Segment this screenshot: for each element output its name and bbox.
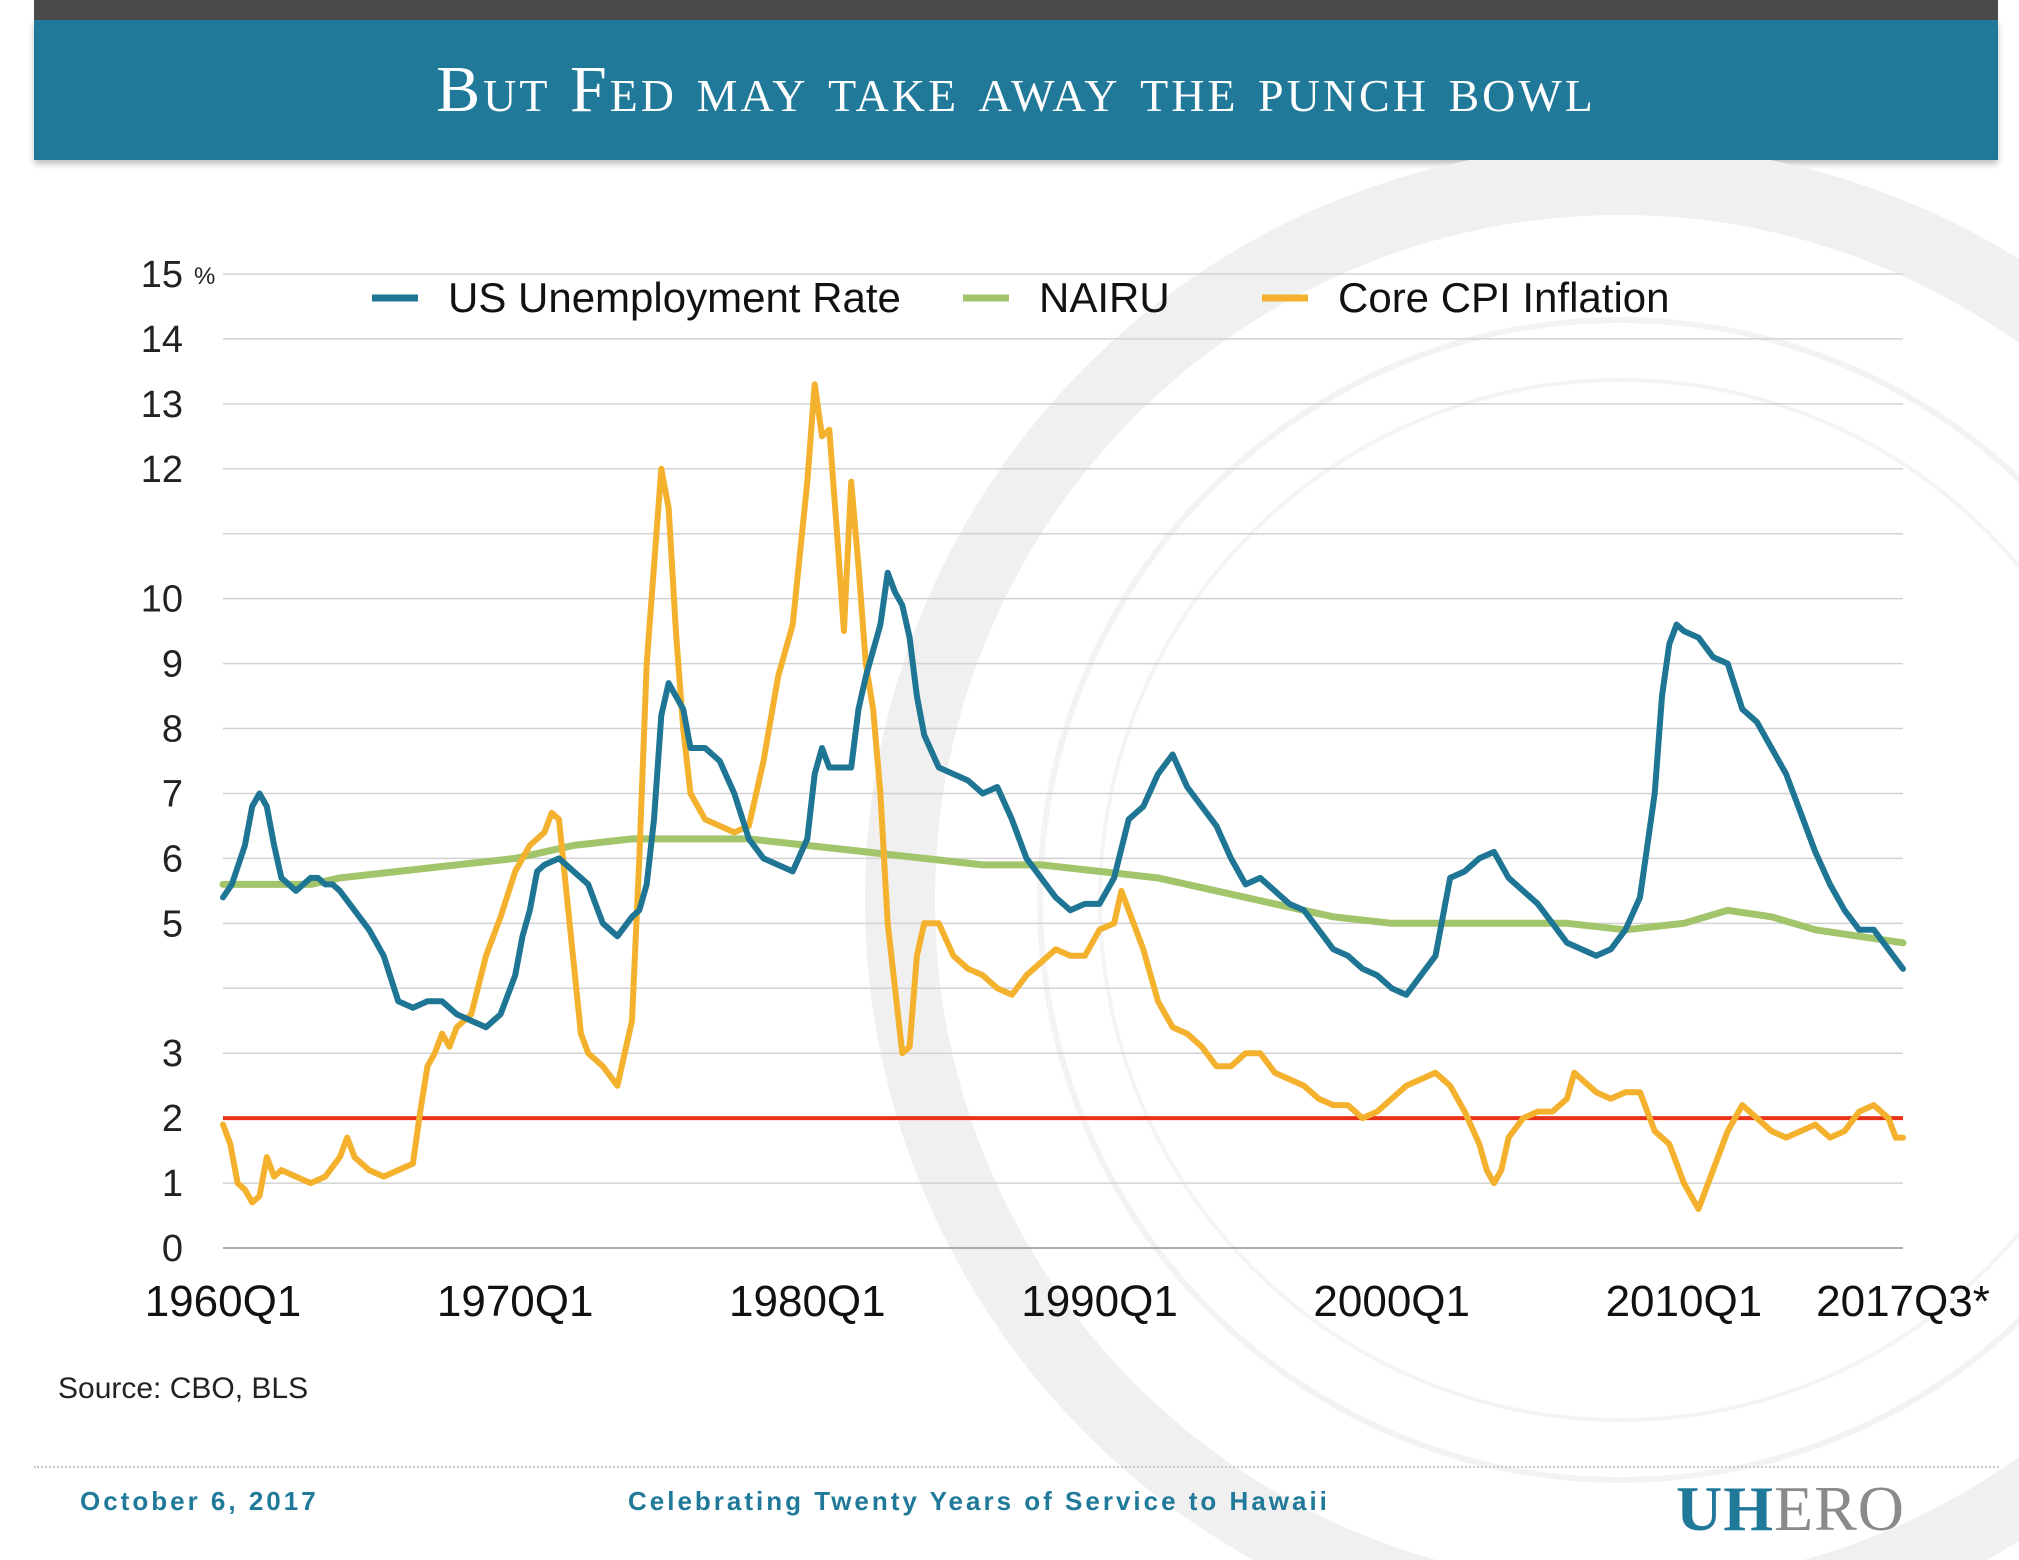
y-tick-label: 6 [162,838,183,880]
y-tick-label: 12 [141,449,183,491]
x-tick-label: 1980Q1 [729,1277,886,1326]
y-tick-label: 9 [162,644,183,686]
x-tick-label: 2010Q1 [1606,1277,1763,1326]
y-tick-label: 5 [162,903,183,945]
y-tick-label: 2 [162,1098,183,1140]
y-tick-label: 15 [141,254,183,296]
logo-ero: ERO [1774,1473,1905,1544]
x-tick-label: 1960Q1 [145,1277,302,1326]
legend-core-cpi-label: Core CPI Inflation [1338,274,1670,321]
y-tick-label: 1 [162,1163,183,1205]
legend-nairu-label: NAIRU [1039,274,1170,321]
x-tick-label: 2000Q1 [1313,1277,1470,1326]
footer-tagline: Celebrating Twenty Years of Service to H… [628,1486,1330,1516]
uhero-logo: UHERO [1676,1472,1905,1546]
y-tick-label: 0 [162,1228,183,1270]
logo-uh: UH [1676,1473,1774,1544]
footer-divider [34,1466,1999,1468]
title-banner: But Fed may take away the punch bowl [34,20,1998,160]
source-note: Source: CBO, BLS [58,1372,309,1405]
x-tick-label: 1970Q1 [437,1277,594,1326]
x-tick-label: 1990Q1 [1021,1277,1178,1326]
y-tick-label: 10 [141,579,183,621]
series-lines [219,381,1907,1212]
y-axis-unit: % [194,263,215,290]
y-tick-label: 14 [141,319,183,361]
x-axis-ticks: 1960Q1 1970Q1 1980Q1 1990Q1 2000Q1 2010Q1 2017… [145,1277,1990,1326]
nairu-line [219,835,1907,947]
y-tick-label: 13 [141,384,183,426]
legend-unemployment-label: US Unemployment Rate [448,274,901,321]
core-cpi-line [220,381,1906,1212]
gridlines [223,273,1903,1249]
y-tick-label: 7 [162,773,183,815]
y-tick-label: 8 [162,709,183,751]
top-dark-bar [34,0,1998,20]
slide-title: But Fed may take away the punch bowl [436,53,1596,126]
x-tick-label: 2017Q3* [1816,1277,1990,1326]
footer-date: October 6, 2017 [80,1486,319,1516]
y-tick-label: 3 [162,1033,183,1075]
unemployment-rate-line [220,569,1906,1031]
legend: US Unemployment Rate NAIRU Core CPI Inflat… [372,274,1670,321]
